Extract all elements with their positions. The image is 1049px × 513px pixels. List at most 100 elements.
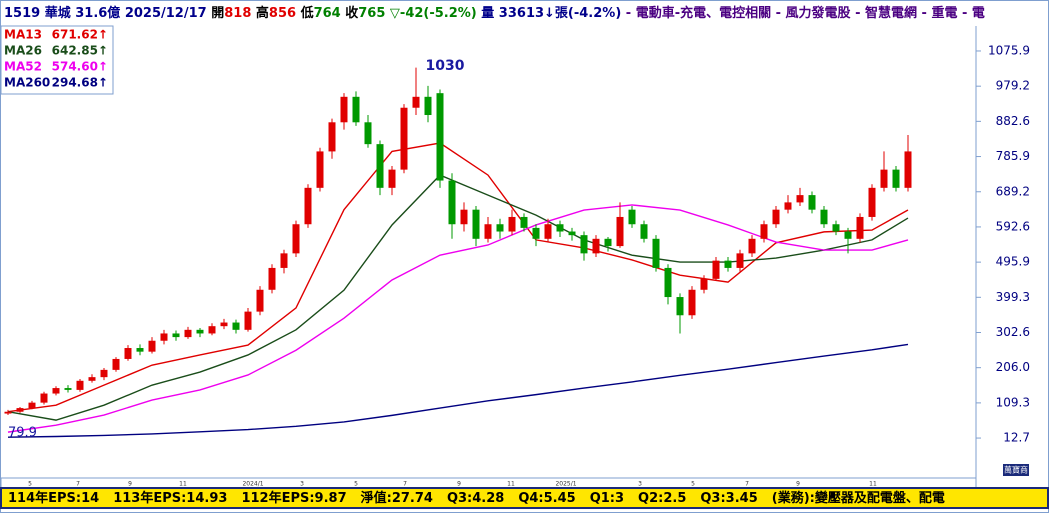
x-tick-label: 5 — [354, 481, 358, 488]
x-tick-label: 11 — [507, 481, 515, 488]
footer-item: Q2:2.5 — [638, 491, 686, 506]
candle-body — [4, 411, 12, 414]
header-item: 856 — [269, 6, 296, 21]
legend-name: MA26 — [4, 44, 42, 58]
legend-box — [0, 25, 114, 95]
x-tick-label: 5 — [691, 481, 695, 488]
candle-body — [40, 393, 48, 403]
x-axis-strip — [0, 477, 977, 489]
candle-body — [328, 122, 336, 152]
low-label: 79.9 — [8, 426, 37, 441]
x-tick-label: 9 — [128, 481, 132, 488]
candle-body — [472, 209, 480, 239]
legend-value: 574.60↑ — [52, 60, 108, 74]
peak-label: 1030 — [426, 58, 465, 74]
y-tick-label: 785.9 — [996, 149, 1030, 163]
header-item: 開 — [211, 6, 224, 21]
candle-body — [436, 93, 444, 181]
footer-item: 112年EPS:9.87 — [241, 490, 346, 506]
candle-body — [148, 340, 156, 352]
header-item: 量 33613↓張(-4.2%) — [477, 6, 622, 21]
candle-body — [256, 289, 264, 312]
candle-body — [772, 209, 780, 225]
candle-body — [616, 216, 624, 247]
candle-body — [208, 326, 216, 334]
candle-body — [580, 235, 588, 254]
header-item: 818 — [224, 6, 251, 21]
y-tick-label: 302.6 — [996, 325, 1030, 339]
legend-name: MA13 — [4, 28, 42, 42]
x-tick-label: 11 — [869, 481, 877, 488]
y-tick-label: 979.2 — [996, 79, 1030, 93]
footer-item: 114年EPS:14 — [8, 490, 99, 506]
y-tick-label: 689.2 — [996, 184, 1030, 198]
header-item: 低 — [296, 5, 314, 21]
candle-body — [904, 151, 912, 188]
x-tick-label: 7 — [745, 481, 749, 488]
ma-line — [7, 174, 909, 421]
candle-body — [700, 278, 708, 290]
y-tick-label: 1075.9 — [988, 43, 1030, 57]
candle-body — [16, 408, 24, 412]
candle-body — [640, 224, 648, 239]
candle-body — [196, 329, 204, 334]
candle-body — [604, 238, 612, 247]
x-tick-label: 3 — [638, 481, 642, 488]
candle-body — [568, 231, 576, 236]
y-tick-label: 399.3 — [996, 290, 1030, 304]
header-item: 1519 華城 31.6億 2025/12/17 — [4, 5, 211, 21]
candle-body — [880, 169, 888, 188]
candle-body — [232, 322, 240, 330]
candle-body — [556, 224, 564, 232]
x-tick-label: 7 — [76, 481, 80, 488]
candle-body — [532, 227, 540, 239]
candle-body — [832, 224, 840, 232]
candle-body — [820, 209, 828, 225]
x-tick-label: 9 — [796, 481, 800, 488]
candle-body — [508, 216, 516, 232]
x-tick-label: 11 — [179, 481, 187, 488]
legend-value: 671.62↑ — [52, 28, 108, 42]
candle-body — [64, 388, 72, 390]
candle-body — [364, 122, 372, 145]
candle-body — [244, 311, 252, 330]
candle-body — [424, 96, 432, 116]
header-item: 高 — [251, 5, 269, 21]
candle-body — [316, 151, 324, 188]
y-tick-label: 206.0 — [996, 360, 1030, 374]
candle-body — [184, 329, 192, 338]
candle-body — [712, 260, 720, 279]
footer: 114年EPS:14 113年EPS:14.93 112年EPS:9.87 淨值:27… — [8, 490, 945, 506]
header-item: - 電動車-充電、電控相關 - 風力發電股 - 智慧電網 - 重電 - 電 — [621, 5, 985, 21]
candle-body — [760, 224, 768, 239]
candle-body — [808, 195, 816, 210]
candle-body — [496, 224, 504, 232]
candle-body — [736, 253, 744, 268]
legend-name: MA260 — [4, 76, 50, 90]
y-tick-label: 882.6 — [996, 114, 1030, 128]
ma-line — [7, 343, 909, 438]
candle-body — [52, 388, 60, 394]
x-tick-label: 3 — [300, 481, 304, 488]
candle-body — [268, 267, 276, 290]
candle-body — [400, 107, 408, 170]
candle-body — [784, 202, 792, 210]
footer-item: 淨值:27.74 — [361, 490, 433, 506]
y-tick-label: 109.3 — [996, 395, 1030, 409]
candle-body — [220, 322, 228, 327]
candle-body — [688, 289, 696, 316]
candle-body — [856, 216, 864, 239]
candle-body — [664, 267, 672, 298]
candle-body — [544, 224, 552, 239]
y-tick-label: 592.6 — [996, 219, 1030, 233]
logo-box — [1003, 464, 1029, 476]
candle-body — [76, 380, 84, 390]
candle-body — [448, 180, 456, 225]
footer-item: Q1:3 — [590, 491, 624, 506]
candle-body — [304, 187, 312, 225]
candle-body — [868, 187, 876, 217]
footer-item: 113年EPS:14.93 — [113, 490, 227, 506]
footer-bar — [0, 487, 1049, 509]
